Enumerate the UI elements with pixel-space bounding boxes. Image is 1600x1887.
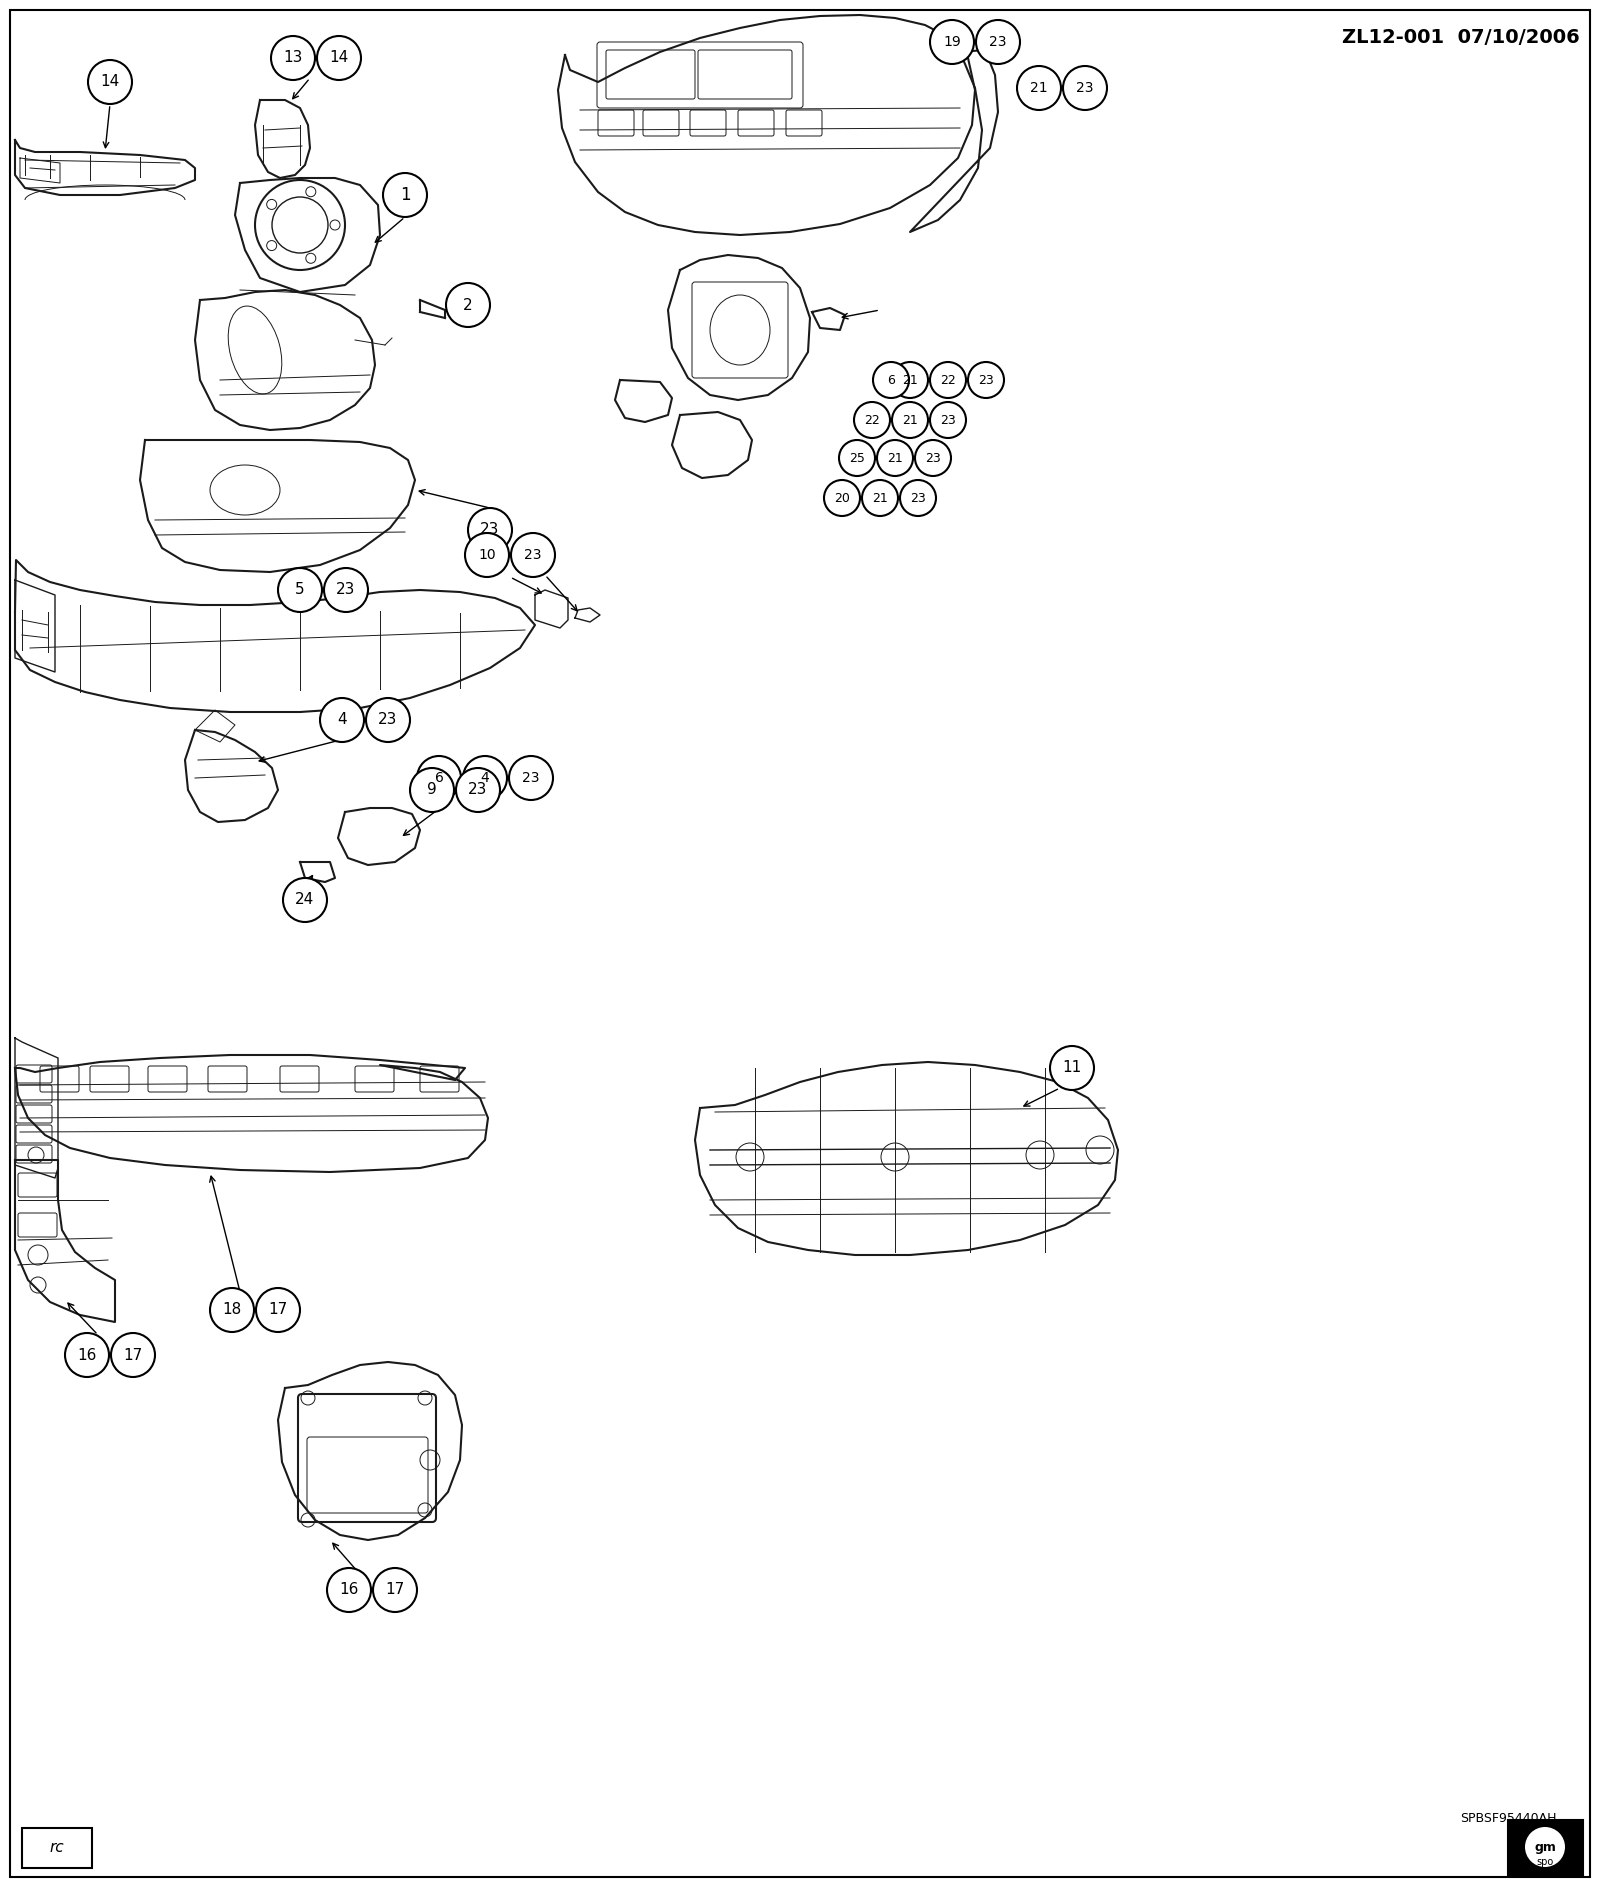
Text: 21: 21 bbox=[886, 451, 902, 464]
Text: 5: 5 bbox=[294, 583, 306, 598]
Text: 23: 23 bbox=[978, 374, 994, 387]
Text: 17: 17 bbox=[123, 1347, 142, 1362]
Circle shape bbox=[410, 768, 454, 811]
Circle shape bbox=[1062, 66, 1107, 109]
Circle shape bbox=[320, 698, 365, 742]
Circle shape bbox=[283, 877, 326, 923]
Circle shape bbox=[66, 1332, 109, 1378]
Circle shape bbox=[968, 362, 1005, 398]
Circle shape bbox=[1050, 1045, 1094, 1091]
Text: 6: 6 bbox=[886, 374, 894, 387]
Circle shape bbox=[930, 362, 966, 398]
Text: SPBSF95440AH: SPBSF95440AH bbox=[1459, 1812, 1557, 1825]
Circle shape bbox=[382, 174, 427, 217]
Circle shape bbox=[373, 1568, 418, 1611]
Circle shape bbox=[899, 479, 936, 515]
FancyBboxPatch shape bbox=[1507, 1819, 1582, 1876]
Circle shape bbox=[323, 568, 368, 611]
Circle shape bbox=[366, 698, 410, 742]
Text: 23: 23 bbox=[378, 713, 398, 728]
Circle shape bbox=[88, 60, 131, 104]
Circle shape bbox=[854, 402, 890, 438]
Text: 23: 23 bbox=[469, 783, 488, 798]
Text: 21: 21 bbox=[1030, 81, 1048, 94]
Circle shape bbox=[462, 757, 507, 800]
Circle shape bbox=[976, 21, 1021, 64]
Text: gm: gm bbox=[1534, 1840, 1555, 1853]
Text: 22: 22 bbox=[864, 413, 880, 426]
Circle shape bbox=[893, 402, 928, 438]
Text: 11: 11 bbox=[1062, 1060, 1082, 1076]
Circle shape bbox=[270, 36, 315, 79]
Text: 23: 23 bbox=[941, 413, 955, 426]
Text: spo: spo bbox=[1536, 1857, 1554, 1866]
Text: 24: 24 bbox=[296, 893, 315, 908]
Circle shape bbox=[418, 757, 461, 800]
Circle shape bbox=[210, 1289, 254, 1332]
Text: 14: 14 bbox=[101, 74, 120, 89]
Text: 14: 14 bbox=[330, 51, 349, 66]
Text: 16: 16 bbox=[77, 1347, 96, 1362]
Circle shape bbox=[930, 21, 974, 64]
Text: 23: 23 bbox=[989, 36, 1006, 49]
Circle shape bbox=[877, 440, 914, 476]
Text: 4: 4 bbox=[480, 772, 490, 785]
Circle shape bbox=[1018, 66, 1061, 109]
Text: 18: 18 bbox=[222, 1302, 242, 1317]
Circle shape bbox=[256, 1289, 301, 1332]
Circle shape bbox=[466, 532, 509, 577]
Circle shape bbox=[824, 479, 861, 515]
Circle shape bbox=[110, 1332, 155, 1378]
Text: 4: 4 bbox=[338, 713, 347, 728]
Text: 2: 2 bbox=[462, 298, 474, 313]
Text: 23: 23 bbox=[336, 583, 355, 598]
Circle shape bbox=[456, 768, 499, 811]
Circle shape bbox=[893, 362, 928, 398]
Text: 23: 23 bbox=[925, 451, 941, 464]
Circle shape bbox=[467, 508, 512, 553]
Circle shape bbox=[446, 283, 490, 326]
Text: 17: 17 bbox=[269, 1302, 288, 1317]
Text: 21: 21 bbox=[872, 491, 888, 504]
Circle shape bbox=[510, 532, 555, 577]
Circle shape bbox=[326, 1568, 371, 1611]
Text: 6: 6 bbox=[435, 772, 443, 785]
Text: 13: 13 bbox=[283, 51, 302, 66]
Text: 25: 25 bbox=[850, 451, 866, 464]
Circle shape bbox=[509, 757, 554, 800]
Circle shape bbox=[317, 36, 362, 79]
Circle shape bbox=[278, 568, 322, 611]
Text: 23: 23 bbox=[910, 491, 926, 504]
Text: 19: 19 bbox=[942, 36, 962, 49]
Circle shape bbox=[930, 402, 966, 438]
Circle shape bbox=[838, 440, 875, 476]
Text: 22: 22 bbox=[941, 374, 955, 387]
Text: rc: rc bbox=[50, 1840, 64, 1855]
Circle shape bbox=[1525, 1827, 1565, 1866]
Circle shape bbox=[874, 362, 909, 398]
Text: 21: 21 bbox=[902, 413, 918, 426]
Text: ZL12-001  07/10/2006: ZL12-001 07/10/2006 bbox=[1342, 28, 1581, 47]
Text: 23: 23 bbox=[1077, 81, 1094, 94]
Text: 17: 17 bbox=[386, 1583, 405, 1598]
Text: 20: 20 bbox=[834, 491, 850, 504]
Text: 9: 9 bbox=[427, 783, 437, 798]
Text: 10: 10 bbox=[478, 547, 496, 562]
Text: 1: 1 bbox=[400, 187, 410, 204]
Text: 23: 23 bbox=[522, 772, 539, 785]
Circle shape bbox=[915, 440, 950, 476]
Circle shape bbox=[862, 479, 898, 515]
Text: 23: 23 bbox=[525, 547, 542, 562]
Text: 23: 23 bbox=[480, 523, 499, 538]
Text: 21: 21 bbox=[902, 374, 918, 387]
Text: 16: 16 bbox=[339, 1583, 358, 1598]
